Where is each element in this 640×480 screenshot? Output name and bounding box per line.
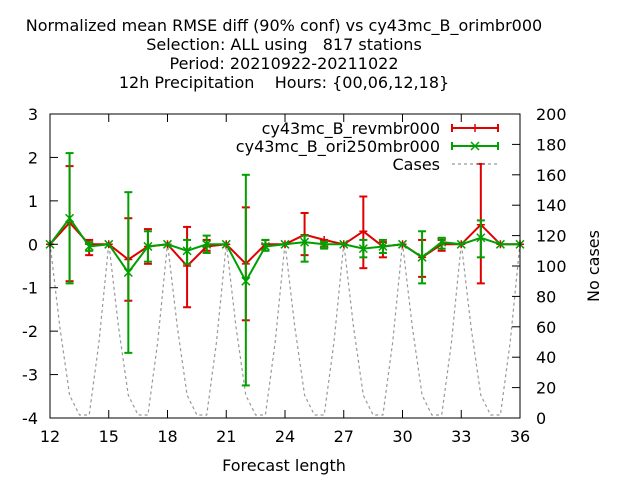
y2-tick-label: 200 xyxy=(536,105,567,124)
y2-tick-label: 180 xyxy=(536,135,567,154)
legend-entry-1: cy43mc_B_revmbr000 xyxy=(262,119,499,139)
point xyxy=(143,241,153,251)
point xyxy=(339,239,349,249)
axes-layer: -4-3-2-101230204060801001201401601802001… xyxy=(22,105,603,475)
x-tick-label: 12 xyxy=(40,427,60,446)
x-tick-label: 24 xyxy=(275,427,295,446)
point xyxy=(319,239,329,249)
point xyxy=(358,244,368,254)
plot-frame xyxy=(49,113,521,419)
point xyxy=(378,241,388,251)
y-tick-label: -1 xyxy=(22,279,38,298)
y-tick-label: -4 xyxy=(22,409,38,428)
point xyxy=(359,227,368,236)
y-tick-label: 2 xyxy=(28,148,38,167)
point xyxy=(280,239,290,249)
title-line-1: Normalized mean RMSE diff (90% conf) vs … xyxy=(25,16,543,35)
y-tick-label: -3 xyxy=(22,366,38,385)
y-tick-label: -2 xyxy=(22,322,38,341)
point xyxy=(182,246,192,256)
y2-tick-label: 60 xyxy=(536,318,556,337)
y2-tick-label: 160 xyxy=(536,166,567,185)
x-tick-label: 18 xyxy=(157,427,177,446)
legend: cy43mc_B_revmbr000cy43mc_B_ori250mbr000C… xyxy=(236,119,499,174)
x-tick-label: 30 xyxy=(392,427,412,446)
x-tick-label: 33 xyxy=(451,427,471,446)
y2-tick-label: 80 xyxy=(536,287,556,306)
point xyxy=(202,239,212,249)
y-tick-label: 0 xyxy=(28,235,38,254)
point xyxy=(476,233,486,243)
legend-marker xyxy=(471,124,479,132)
point xyxy=(437,237,447,247)
title-line-3: Period: 20210922-20211022 xyxy=(169,54,399,73)
legend-marker xyxy=(470,141,480,151)
y2-tick-label: 140 xyxy=(536,196,567,215)
title-line-4: 12h Precipitation Hours: {00,06,12,18} xyxy=(118,73,450,92)
legend-label: cy43mc_B_ori250mbr000 xyxy=(236,137,440,157)
series-line xyxy=(49,216,520,284)
point xyxy=(260,241,270,251)
x-tick-label: 15 xyxy=(99,427,119,446)
y-tick-label: 1 xyxy=(28,192,38,211)
point xyxy=(104,239,114,249)
y-tick-label: 3 xyxy=(28,105,38,124)
legend-entry-3: Cases xyxy=(393,155,498,174)
series-2 xyxy=(45,152,525,387)
point xyxy=(397,239,408,249)
point xyxy=(495,239,505,249)
y2-tick-label: 100 xyxy=(536,257,567,276)
x-axis-label: Forecast length xyxy=(222,456,346,475)
y2-tick-label: 120 xyxy=(536,227,567,246)
point xyxy=(123,267,133,278)
series-layer xyxy=(45,152,525,387)
x-tick-label: 36 xyxy=(510,427,530,446)
series-1 xyxy=(46,162,524,322)
legend-label: Cases xyxy=(393,155,441,174)
title-line-2: Selection: ALL using 817 stations xyxy=(146,35,422,54)
point xyxy=(300,237,310,247)
point xyxy=(456,239,466,249)
point xyxy=(84,241,94,251)
y2-axis-label: No cases xyxy=(584,230,603,302)
point xyxy=(162,239,173,249)
point xyxy=(417,252,427,262)
legend-label: cy43mc_B_revmbr000 xyxy=(262,119,440,139)
chart-title: Normalized mean RMSE diff (90% conf) vs … xyxy=(0,16,568,92)
x-tick-label: 21 xyxy=(216,427,236,446)
y2-tick-label: 20 xyxy=(536,379,556,398)
x-tick-label: 27 xyxy=(334,427,354,446)
point xyxy=(65,213,75,223)
y2-tick-label: 0 xyxy=(536,409,546,428)
point xyxy=(221,239,231,249)
cases-line xyxy=(49,243,521,416)
legend-entry-2: cy43mc_B_ori250mbr000 xyxy=(236,137,499,157)
y2-tick-label: 40 xyxy=(536,348,556,367)
cases-layer xyxy=(49,243,521,416)
point xyxy=(241,276,251,286)
